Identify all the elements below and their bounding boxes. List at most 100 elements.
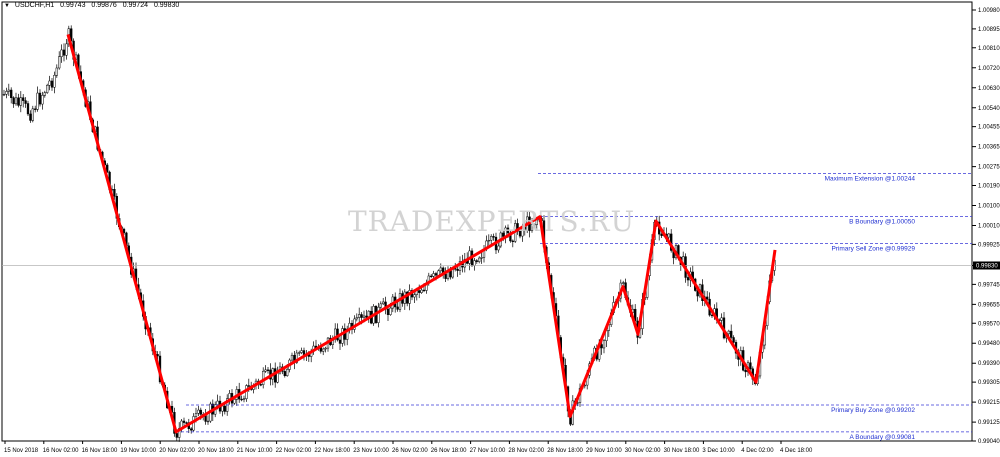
level-label: Primary Sell Zone @0.99929 (831, 245, 915, 252)
y-tick-label: 1.00455 (978, 125, 1000, 131)
candle-body (475, 260, 478, 262)
candle-body (437, 270, 440, 276)
candle-body (406, 291, 409, 304)
candle-body (379, 303, 382, 308)
candle-body (7, 89, 10, 92)
candle-body (420, 289, 423, 293)
candle-body (46, 85, 49, 93)
y-tick-label: 0.99925 (978, 242, 1000, 248)
candle-body (12, 97, 15, 105)
x-tick-label: 3 Dec 10:00 (702, 448, 735, 454)
candle-body (22, 97, 25, 101)
candle-body (355, 317, 358, 320)
candle-body (223, 405, 226, 412)
candle-body (65, 43, 68, 56)
candle-body (122, 228, 126, 234)
candle-body (341, 328, 344, 344)
candle-body (14, 97, 18, 105)
candle-body (48, 80, 51, 86)
symbol-label: USDCHF,H1 (14, 2, 55, 9)
candle-body (302, 350, 306, 355)
candle-body (358, 314, 361, 318)
candle-body (602, 340, 606, 349)
candle-body (31, 108, 34, 121)
current-price-label: 0.99830 (976, 263, 998, 269)
candle-body (660, 233, 663, 236)
candle-body (456, 269, 459, 271)
candle-body (199, 409, 202, 415)
candle-body (434, 273, 438, 276)
candle-body (732, 337, 735, 343)
candle-body (473, 260, 476, 266)
candle-body (511, 240, 514, 242)
y-tick-label: 0.99745 (978, 282, 1000, 288)
candle-body (274, 368, 277, 383)
candle-body (216, 400, 219, 405)
candle-body (283, 371, 286, 376)
candle-body (228, 393, 231, 399)
candle-body (53, 75, 56, 88)
zigzag-pattern[interactable] (66, 34, 777, 434)
candle-body (377, 306, 380, 323)
chart-header: ▼ USDCHF,H1 0.99743 0.99876 0.99724 0.99… (4, 2, 183, 9)
candle-body (408, 290, 411, 304)
candle-body (36, 92, 39, 110)
y-tick-label: 1.00540 (978, 106, 1000, 112)
candle-body (322, 348, 325, 352)
plot-frame (1, 1, 973, 442)
candle-body (62, 49, 66, 56)
candle-body (710, 314, 714, 317)
candle-body (413, 294, 416, 298)
candle-body (478, 257, 481, 262)
candle-body (720, 317, 723, 321)
candle-body (247, 385, 250, 387)
y-tick-label: 1.00720 (978, 66, 1000, 72)
x-tick-label: 29 Nov 10:00 (586, 448, 622, 454)
candle-body (706, 296, 709, 300)
x-tick-label: 30 Nov 02:00 (625, 448, 661, 454)
y-tick-label: 0.99040 (978, 439, 1000, 445)
candle-body (2, 93, 6, 96)
current-price-tag (973, 261, 1000, 270)
candle-body (497, 245, 500, 251)
candle-body (382, 301, 385, 305)
candle-body (204, 415, 207, 422)
y-tick-label: 0.99390 (978, 361, 1000, 367)
x-tick-label: 30 Nov 18:00 (664, 448, 700, 454)
candle-body (667, 233, 670, 238)
candle-body (276, 372, 279, 383)
candle-body (449, 270, 452, 278)
candle-body (182, 420, 186, 423)
x-tick-label: 20 Nov 18:00 (198, 448, 234, 454)
candle-body (24, 100, 27, 104)
x-tick-label: 15 Nov 2018 (4, 448, 39, 454)
candle-body (324, 347, 327, 350)
candle-body (106, 164, 109, 173)
candle-body (38, 92, 42, 105)
y-tick-label: 1.00010 (978, 224, 1000, 230)
y-tick-label: 1.00980 (978, 8, 1000, 14)
watermark-text: TRADEXPERTS.RU (348, 205, 636, 238)
candle-body (17, 97, 20, 106)
candle-body (221, 405, 224, 412)
y-tick-label: 1.00630 (978, 86, 1000, 92)
candle-body (365, 315, 368, 318)
candle-body (26, 103, 30, 115)
candle-body (264, 369, 267, 372)
x-tick-label: 22 Nov 02:00 (276, 448, 312, 454)
y-tick-label: 1.00365 (978, 145, 1000, 151)
candle-body (190, 428, 193, 431)
x-tick-label: 28 Nov 18:00 (547, 448, 583, 454)
x-tick-label: 28 Nov 02:00 (508, 448, 544, 454)
x-tick-label: 19 Nov 10:00 (120, 448, 156, 454)
candle-body (533, 224, 536, 226)
collapse-arrow-icon[interactable]: ▼ (4, 3, 10, 9)
candle-body (490, 236, 493, 241)
candle-body (418, 290, 421, 293)
level-label: B Boundary @1.00050 (849, 219, 915, 226)
x-tick-label: 26 Nov 18:00 (431, 448, 467, 454)
candle-body (286, 369, 289, 376)
y-tick-label: 0.99215 (978, 400, 1000, 406)
candle-body (338, 339, 342, 344)
